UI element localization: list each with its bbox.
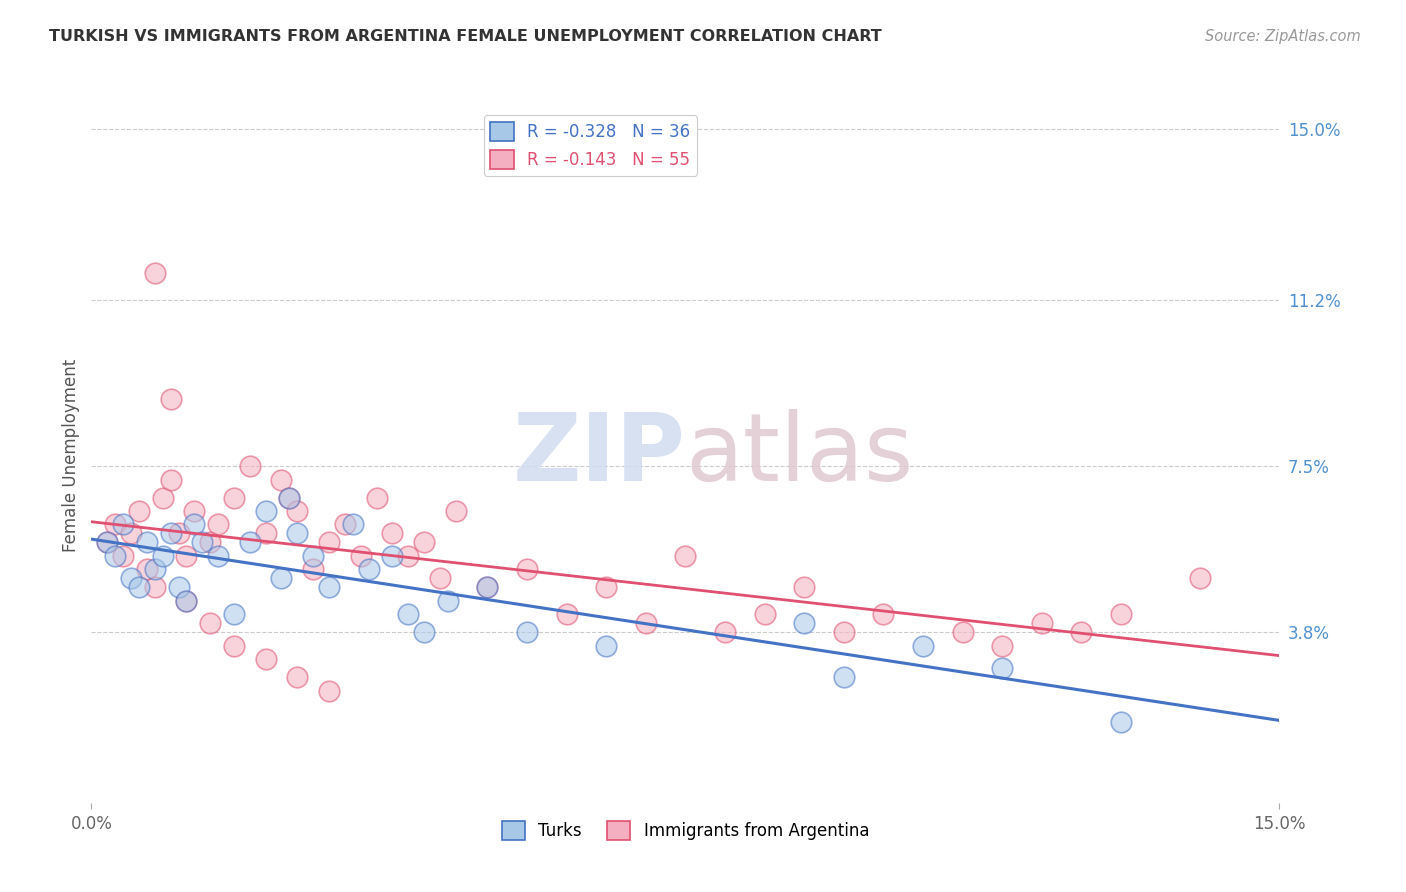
Point [991,661,1014,675]
Point [254,526,277,541]
Point [104,517,127,532]
Point [222,491,245,505]
Point [96,535,118,549]
Point [991,639,1014,653]
Point [396,607,419,622]
Point [911,639,934,653]
Point [167,580,190,594]
Point [239,459,262,474]
Point [477,580,499,594]
Point [159,392,181,406]
Point [872,607,894,622]
Point [254,652,277,666]
Point [413,535,436,549]
Point [318,535,340,549]
Point [350,549,373,563]
Text: Source: ZipAtlas.com: Source: ZipAtlas.com [1205,29,1361,44]
Point [302,549,325,563]
Point [152,491,174,505]
Point [120,571,142,585]
Point [318,580,340,594]
Point [714,625,737,640]
Point [366,491,388,505]
Point [152,549,174,563]
Point [239,535,262,549]
Point [302,562,325,576]
Point [429,571,451,585]
Point [555,607,578,622]
Point [754,607,776,622]
Point [254,504,277,518]
Point [143,562,166,576]
Point [191,535,214,549]
Point [183,504,205,518]
Point [176,549,198,563]
Point [1109,607,1132,622]
Point [436,594,458,608]
Point [167,526,190,541]
Point [342,517,364,532]
Point [104,549,127,563]
Point [270,571,292,585]
Point [1031,616,1053,631]
Point [832,625,855,640]
Point [159,473,181,487]
Point [516,625,538,640]
Point [1070,625,1092,640]
Point [135,562,157,576]
Point [207,517,229,532]
Point [793,616,815,631]
Point [1109,714,1132,729]
Point [357,562,380,576]
Point [176,594,198,608]
Point [96,535,118,549]
Point [120,526,142,541]
Text: TURKISH VS IMMIGRANTS FROM ARGENTINA FEMALE UNEMPLOYMENT CORRELATION CHART: TURKISH VS IMMIGRANTS FROM ARGENTINA FEM… [49,29,882,44]
Y-axis label: Female Unemployment: Female Unemployment [62,359,80,551]
Point [285,526,308,541]
Point [176,594,198,608]
Point [793,580,815,594]
Point [396,549,419,563]
Point [1189,571,1212,585]
Point [952,625,974,640]
Point [516,562,538,576]
Legend: Turks, Immigrants from Argentina: Turks, Immigrants from Argentina [495,814,876,847]
Point [222,607,245,622]
Point [112,549,135,563]
Point [128,504,150,518]
Point [270,473,292,487]
Point [222,639,245,653]
Point [200,616,222,631]
Point [477,580,499,594]
Point [200,535,222,549]
Point [634,616,657,631]
Point [207,549,229,563]
Point [159,526,181,541]
Point [595,639,617,653]
Point [135,535,157,549]
Point [285,670,308,684]
Text: atlas: atlas [685,409,914,501]
Point [595,580,617,594]
Point [112,517,135,532]
Point [128,580,150,594]
Point [413,625,436,640]
Point [143,266,166,280]
Point [832,670,855,684]
Point [143,580,166,594]
Point [278,491,301,505]
Point [183,517,205,532]
Point [318,683,340,698]
Point [333,517,356,532]
Point [278,491,301,505]
Point [381,526,404,541]
Point [285,504,308,518]
Point [673,549,696,563]
Point [444,504,467,518]
Text: ZIP: ZIP [513,409,685,501]
Point [381,549,404,563]
